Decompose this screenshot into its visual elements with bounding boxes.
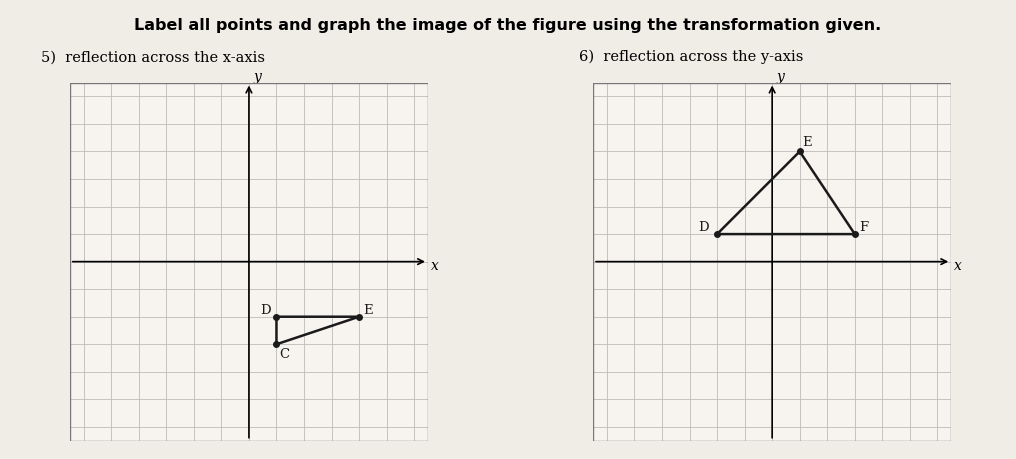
Text: 6)  reflection across the y-axis: 6) reflection across the y-axis — [579, 50, 804, 64]
Text: x: x — [954, 259, 962, 273]
Text: D: D — [260, 304, 270, 317]
Text: E: E — [803, 136, 812, 149]
Text: 5)  reflection across the x-axis: 5) reflection across the x-axis — [41, 50, 264, 64]
Text: F: F — [859, 221, 868, 235]
Text: D: D — [698, 221, 708, 235]
Text: x: x — [431, 259, 439, 273]
Text: Label all points and graph the image of the figure using the transformation give: Label all points and graph the image of … — [134, 18, 882, 34]
Text: E: E — [363, 304, 373, 317]
Text: y: y — [776, 70, 784, 84]
Text: y: y — [253, 70, 261, 84]
Text: C: C — [279, 348, 290, 361]
